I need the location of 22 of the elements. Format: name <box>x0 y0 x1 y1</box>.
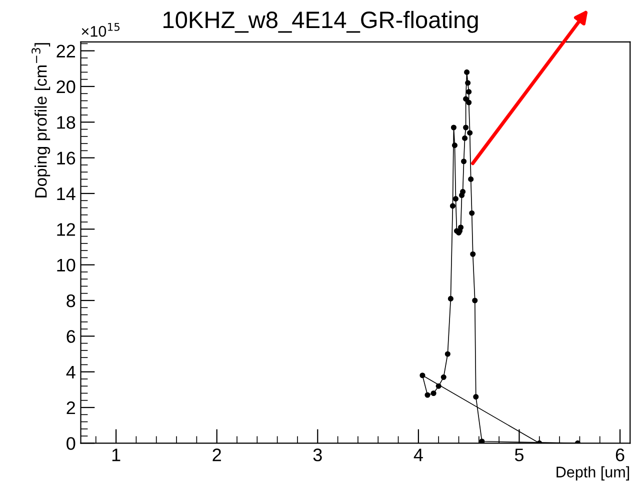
x-tick-label: 4 <box>414 448 423 462</box>
x-tick-label: 5 <box>514 448 524 462</box>
y-tick-label: 14 <box>57 188 76 200</box>
y-tick-label: 20 <box>56 80 76 94</box>
y-tick-label: 2 <box>66 401 75 414</box>
x-tick-label: 2 <box>212 448 221 462</box>
y-tick-label: 10 <box>57 258 76 272</box>
y-tick-label: 12 <box>57 223 75 236</box>
y-tick-label: 8 <box>66 294 76 308</box>
x-tick-label: 3 <box>313 448 322 462</box>
x-tick-label: 6 <box>616 448 624 462</box>
chart-title: 10KHZ_w8_4E14_GR-floating <box>164 10 478 33</box>
text: ×10$^{15}$ <box>82 22 120 37</box>
y-tick-label: 0 <box>66 437 76 450</box>
y-tick-label: 6 <box>66 330 76 343</box>
x-tick-label: 1 <box>112 448 120 462</box>
y-tick-label: 4 <box>66 366 76 378</box>
y-tick-label: 16 <box>57 152 76 165</box>
y-tick-label: 18 <box>57 116 76 129</box>
y-tick-label: 22 <box>56 44 75 58</box>
x-axis-title: Depth [um] <box>556 466 630 480</box>
y-axis-title: Doping profile [cm$^{−3}$] <box>32 43 50 198</box>
